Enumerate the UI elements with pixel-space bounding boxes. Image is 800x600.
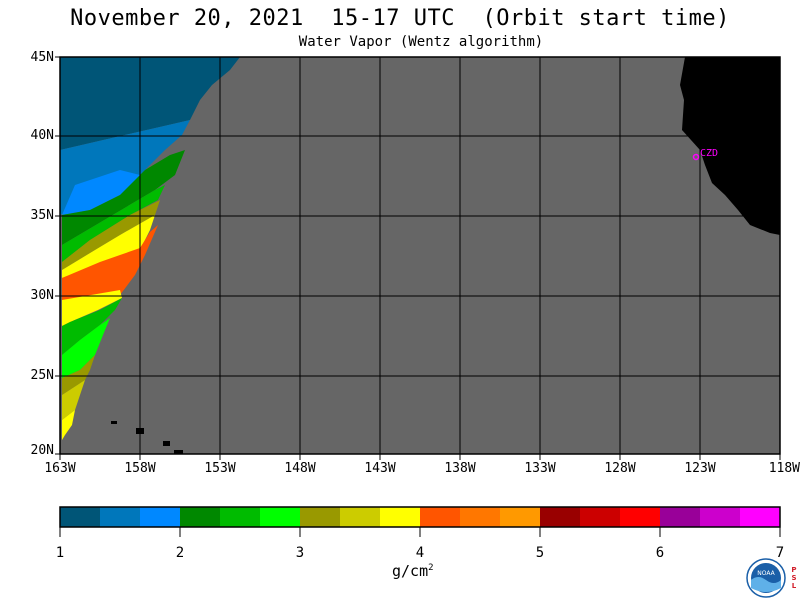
colorbar-swatch-14 (580, 507, 620, 527)
vapor-band-7 (62, 215, 155, 278)
colorbar-swatch-6 (260, 507, 300, 527)
lat-lon-grid (60, 57, 780, 454)
colorbar-swatch-2 (100, 507, 140, 527)
vapor-band-14 (62, 380, 85, 420)
units-text: g/cm (392, 562, 429, 580)
lon-label-138w: 138W (444, 461, 476, 476)
lon-label-158w: 158W (124, 461, 156, 476)
lat-label-40n: 40N (30, 128, 54, 143)
colorbar-swatch-7 (300, 507, 340, 527)
station-marker (692, 153, 700, 161)
colorbar-swatch-3 (140, 507, 180, 527)
colorbar-swatch-13 (540, 507, 580, 527)
colorbar (59, 506, 781, 537)
vapor-band-1 (60, 57, 240, 150)
hawaii-island-4 (174, 450, 183, 454)
lat-label-35n: 35N (30, 208, 54, 223)
lon-label-133w: 133W (524, 461, 556, 476)
lon-label-153w: 153W (204, 461, 236, 476)
colorbar-swatch-18 (740, 507, 780, 527)
colorbar-swatch-16 (660, 507, 700, 527)
lon-label-123w: 123W (684, 461, 716, 476)
page-subtitle: Water Vapor (Wentz algorithm) (298, 34, 544, 50)
colorbar-tick-7: 7 (775, 545, 785, 561)
axis-ticks (55, 56, 781, 460)
lon-label-128w: 128W (604, 461, 636, 476)
lat-label-20n: 20N (30, 443, 54, 458)
vapor-band-15 (62, 410, 75, 440)
colorbar-tick-3: 3 (295, 545, 305, 561)
vapor-band-5 (62, 185, 165, 262)
colorbar-tick-4: 4 (415, 545, 425, 561)
lon-label-148w: 148W (284, 461, 316, 476)
svg-text:NOAA: NOAA (757, 570, 775, 577)
lon-label-143w: 143W (364, 461, 396, 476)
colorbar-swatch-10 (420, 507, 460, 527)
vapor-band-13 (62, 355, 95, 395)
lon-label-118w: 118W (768, 461, 800, 476)
hawaii-island-1 (111, 421, 117, 424)
vapor-band-3 (62, 170, 140, 215)
vapor-band-11 (62, 298, 122, 355)
station-label: CZD (700, 148, 718, 159)
vapor-band-12 (62, 318, 110, 378)
colorbar-swatch-4 (180, 507, 220, 527)
colorbar-swatch-8 (340, 507, 380, 527)
colorbar-units: g/cm2 (392, 562, 434, 580)
colorbar-swatch-12 (500, 507, 540, 527)
lon-label-163w: 163W (44, 461, 76, 476)
units-exponent: 2 (428, 563, 434, 573)
lat-label-30n: 30N (30, 288, 54, 303)
colorbar-swatch-5 (220, 507, 260, 527)
lat-label-25n: 25N (30, 368, 54, 383)
vapor-band-8 (62, 225, 158, 300)
map-frame (59, 56, 781, 455)
colorbar-swatch-15 (620, 507, 660, 527)
colorbar-swatch-9 (380, 507, 420, 527)
vapor-band-6 (62, 200, 160, 270)
colorbar-swatch-1 (60, 507, 100, 527)
california-landmass (680, 57, 780, 235)
hawaii-island-3 (163, 441, 170, 446)
noaa-logo-icon: NOAA (746, 558, 786, 598)
vapor-band-4 (62, 150, 185, 245)
vapor-band-10 (62, 290, 122, 326)
colorbar-tick-6: 6 (655, 545, 665, 561)
colorbar-tick-5: 5 (535, 545, 545, 561)
colorbar-tick-2: 2 (175, 545, 185, 561)
colorbar-tick-1: 1 (55, 545, 65, 561)
colorbar-swatch-11 (460, 507, 500, 527)
page-title: November 20, 2021 15-17 UTC (Orbit start… (70, 6, 730, 31)
colorbar-swatch-17 (700, 507, 740, 527)
map-panel: CZD (55, 56, 781, 460)
lat-label-45n: 45N (30, 50, 54, 65)
